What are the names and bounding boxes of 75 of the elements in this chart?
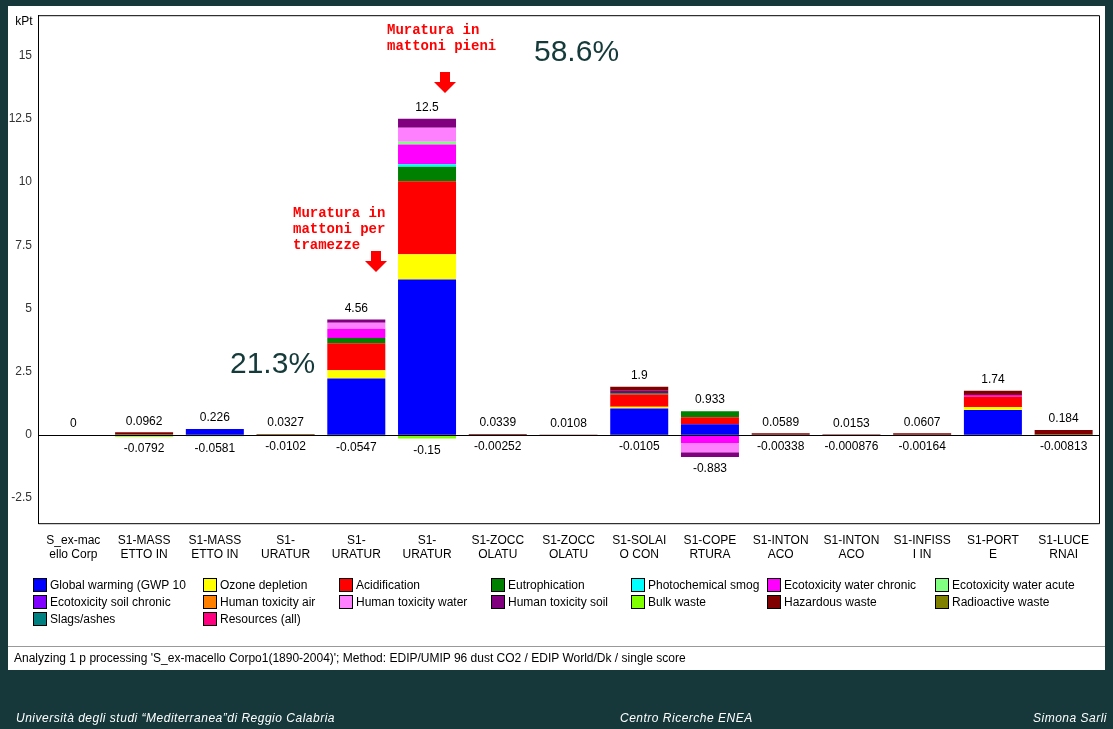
x-tick-label: S1- URATUR <box>331 532 382 562</box>
annotation: -0.0547 <box>335 440 377 455</box>
x-tick-label: S_ex-mac ello Corp <box>46 532 101 562</box>
annotation: 0.0108 <box>550 415 588 430</box>
annotation: 0.0589 <box>762 414 800 429</box>
annotation: -0.15 <box>413 442 442 457</box>
annotation: -0.00252 <box>474 439 522 454</box>
text: Centro Ricerche ENEA <box>620 711 753 725</box>
legend-label: Ozone depletion <box>220 578 308 592</box>
legend-label: Slags/ashes <box>50 612 116 626</box>
x-tick-label: S1-LUCE RNAI <box>1038 532 1089 562</box>
legend-label: Human toxicity soil <box>508 595 609 609</box>
annotation: 58.6% <box>534 34 620 68</box>
x-tick-label: S1-MASS ETTO IN <box>117 532 171 562</box>
legend-label: Hazardous waste <box>784 595 877 609</box>
annotation: -0.0792 <box>123 441 165 456</box>
annotation: 0.933 <box>694 392 726 407</box>
annotation: 0 <box>70 416 78 431</box>
annotation: -0.883 <box>692 461 728 476</box>
x-tick-label: S1-INFISS I IN <box>893 532 951 562</box>
y-tick-label: 7.5 <box>15 237 33 252</box>
legend-label: Ecotoxicity water chronic <box>784 578 917 592</box>
x-tick-label: S1-SOLAI O CON <box>612 532 667 562</box>
legend-label: Global warming (GWP 10 <box>50 578 186 592</box>
x-tick-label: S1-ZOCC OLATU <box>471 532 525 562</box>
legend-label: Ecotoxicity soil chronic <box>50 595 171 609</box>
x-tick-label: S1-INTON ACO <box>752 532 809 562</box>
y-tick-label: 15 <box>18 47 33 62</box>
annotation: 0.226 <box>199 410 231 425</box>
text: Università degli studi “Mediterranea”di Reggio Calabria <box>16 711 335 725</box>
legend-label: Resources (all) <box>220 612 301 626</box>
y-tick-label: 0 <box>25 427 33 442</box>
y-axis-title: kPt <box>15 13 34 28</box>
y-tick-label: 5 <box>25 300 33 315</box>
annotation: -0.00164 <box>898 439 947 454</box>
annotation: -0.0102 <box>265 439 307 454</box>
x-tick-label: S1-ZOCC OLATU <box>542 532 596 562</box>
text: Analyzing 1 p processing 'S_ex-macello Corpo1(1890-2004)'; Method: EDIP/UMIP 96 dust CO2 / EDIP World/Dk / single score <box>8 646 1105 668</box>
legend-label: Radioactive waste <box>952 595 1050 609</box>
annotation: 0.0962 <box>125 413 163 428</box>
annotation: 0.184 <box>1048 411 1079 426</box>
annotation: 0.0327 <box>267 415 305 430</box>
x-tick-label: S1-MASS ETTO IN <box>188 532 242 562</box>
y-tick-label: 2.5 <box>15 363 33 378</box>
annotation: 0.0339 <box>479 415 517 430</box>
annotation: -0.0581 <box>194 440 236 455</box>
annotation: 4.56 <box>344 300 369 315</box>
x-tick-label: S1- URATUR <box>402 532 452 562</box>
y-tick-label: -2.5 <box>11 490 33 505</box>
annotation: 21.3% <box>230 346 316 380</box>
y-tick-label: 10 <box>18 174 33 189</box>
legend-label: Ecotoxicity water acute <box>952 578 1075 592</box>
annotation: 0.0153 <box>833 415 871 430</box>
annotation: 0.0607 <box>903 414 941 429</box>
legend-label: Human toxicity water <box>356 595 468 609</box>
legend-label: Eutrophication <box>508 578 585 592</box>
annotation: -0.00338 <box>757 439 805 454</box>
y-tick-label: 12.5 <box>8 111 33 126</box>
annotation: Muratura in mattoni pieni <box>387 22 497 54</box>
legend-label: Human toxicity air <box>220 595 316 609</box>
annotation: -0.000876 <box>824 439 879 454</box>
x-tick-label: S1- URATUR <box>261 532 311 562</box>
x-tick-label: S1-COPE RTURA <box>683 532 737 562</box>
annotation: Muratura in mattoni per tramezze <box>293 205 386 253</box>
x-tick-label: S1-PORT E <box>967 532 1020 562</box>
annotation: 1.74 <box>981 372 1005 387</box>
text: Simona Sarli <box>1032 711 1107 725</box>
annotation: 1.9 <box>630 368 648 383</box>
annotation: -0.0105 <box>618 439 660 454</box>
annotation: -0.00813 <box>1039 439 1088 454</box>
legend-label: Bulk waste <box>648 595 707 609</box>
legend-label: Acidification <box>356 578 421 592</box>
x-tick-label: S1-INTON ACO <box>823 532 880 562</box>
legend-label: Photochemical smog <box>648 578 760 592</box>
annotation: 12.5 <box>415 100 440 115</box>
